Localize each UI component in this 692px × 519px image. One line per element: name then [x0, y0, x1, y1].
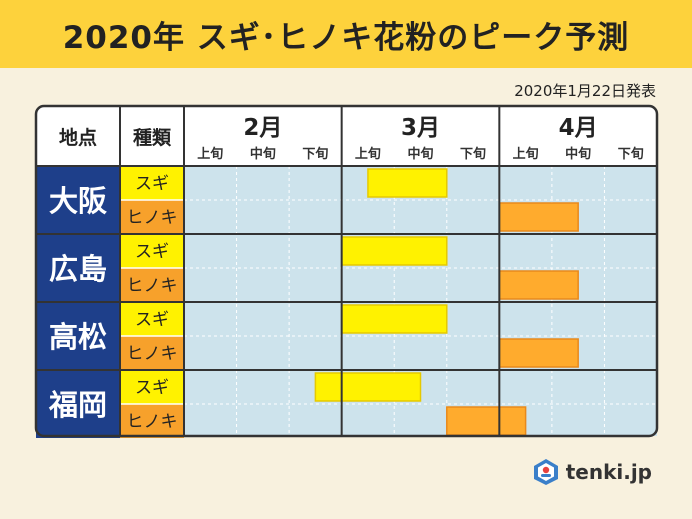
bar-hinoki-1 — [498, 270, 579, 300]
table-border — [34, 104, 659, 438]
bar-sugi-2 — [340, 304, 448, 334]
bar-sugi-3 — [314, 372, 422, 402]
location-cell-3 — [36, 370, 120, 438]
type-label-sugi-1: スギ — [135, 242, 169, 262]
period-label: 上旬 — [197, 146, 223, 162]
location-cell-0 — [36, 166, 120, 234]
bar-sugi-0 — [367, 168, 448, 198]
period-label: 下旬 — [618, 146, 644, 162]
month-label-0: 2月 — [243, 115, 282, 141]
brand-text: tenki.jp — [565, 460, 652, 484]
location-label-2: 高松 — [49, 320, 107, 354]
title-bar: 2020年 スギ･ヒノキ花粉のピーク予測 — [0, 0, 692, 68]
header-location: 地点 — [59, 126, 97, 149]
type-label-hinoki-2: ヒノキ — [127, 344, 178, 364]
type-cell-hinoki-0 — [120, 200, 184, 234]
period-label: 中旬 — [250, 146, 276, 162]
type-cell-sugi-0 — [120, 166, 184, 200]
type-cell-sugi-1 — [120, 234, 184, 268]
period-label: 上旬 — [513, 146, 539, 162]
period-label: 上旬 — [355, 146, 381, 162]
location-label-3: 福岡 — [48, 388, 107, 422]
location-label-1: 広島 — [49, 252, 107, 286]
period-label: 下旬 — [302, 146, 328, 162]
type-label-hinoki-0: ヒノキ — [127, 208, 178, 228]
month-label-2: 4月 — [559, 115, 598, 141]
chart-title: 2020年 スギ･ヒノキ花粉のピーク予測 — [62, 19, 630, 56]
type-label-hinoki-1: ヒノキ — [127, 276, 178, 296]
period-label: 中旬 — [407, 146, 433, 162]
bar-hinoki-3 — [446, 406, 527, 436]
bar-hinoki-2 — [498, 338, 579, 368]
location-cell-2 — [36, 302, 120, 370]
header-type: 種類 — [133, 127, 172, 149]
location-cell-1 — [36, 234, 120, 302]
tenki-logo-icon — [533, 459, 558, 485]
type-label-sugi-0: スギ — [135, 174, 169, 194]
type-label-sugi-2: スギ — [135, 310, 169, 330]
type-cell-hinoki-2 — [120, 336, 184, 370]
period-label: 下旬 — [460, 146, 486, 162]
type-cell-sugi-2 — [120, 302, 184, 336]
type-label-sugi-3: スギ — [135, 378, 169, 398]
type-cell-hinoki-3 — [120, 404, 184, 438]
location-label-0: 大阪 — [49, 184, 107, 218]
month-label-1: 3月 — [401, 115, 440, 141]
bar-hinoki-0 — [498, 202, 579, 232]
type-cell-hinoki-1 — [120, 268, 184, 302]
period-label: 中旬 — [565, 146, 591, 162]
bar-sugi-1 — [340, 236, 448, 266]
tenki-logo: tenki.jp — [532, 458, 652, 486]
announce-date: 2020年1月22日発表 — [514, 82, 656, 100]
type-cell-sugi-3 — [120, 370, 184, 404]
type-label-hinoki-3: ヒノキ — [127, 412, 178, 432]
